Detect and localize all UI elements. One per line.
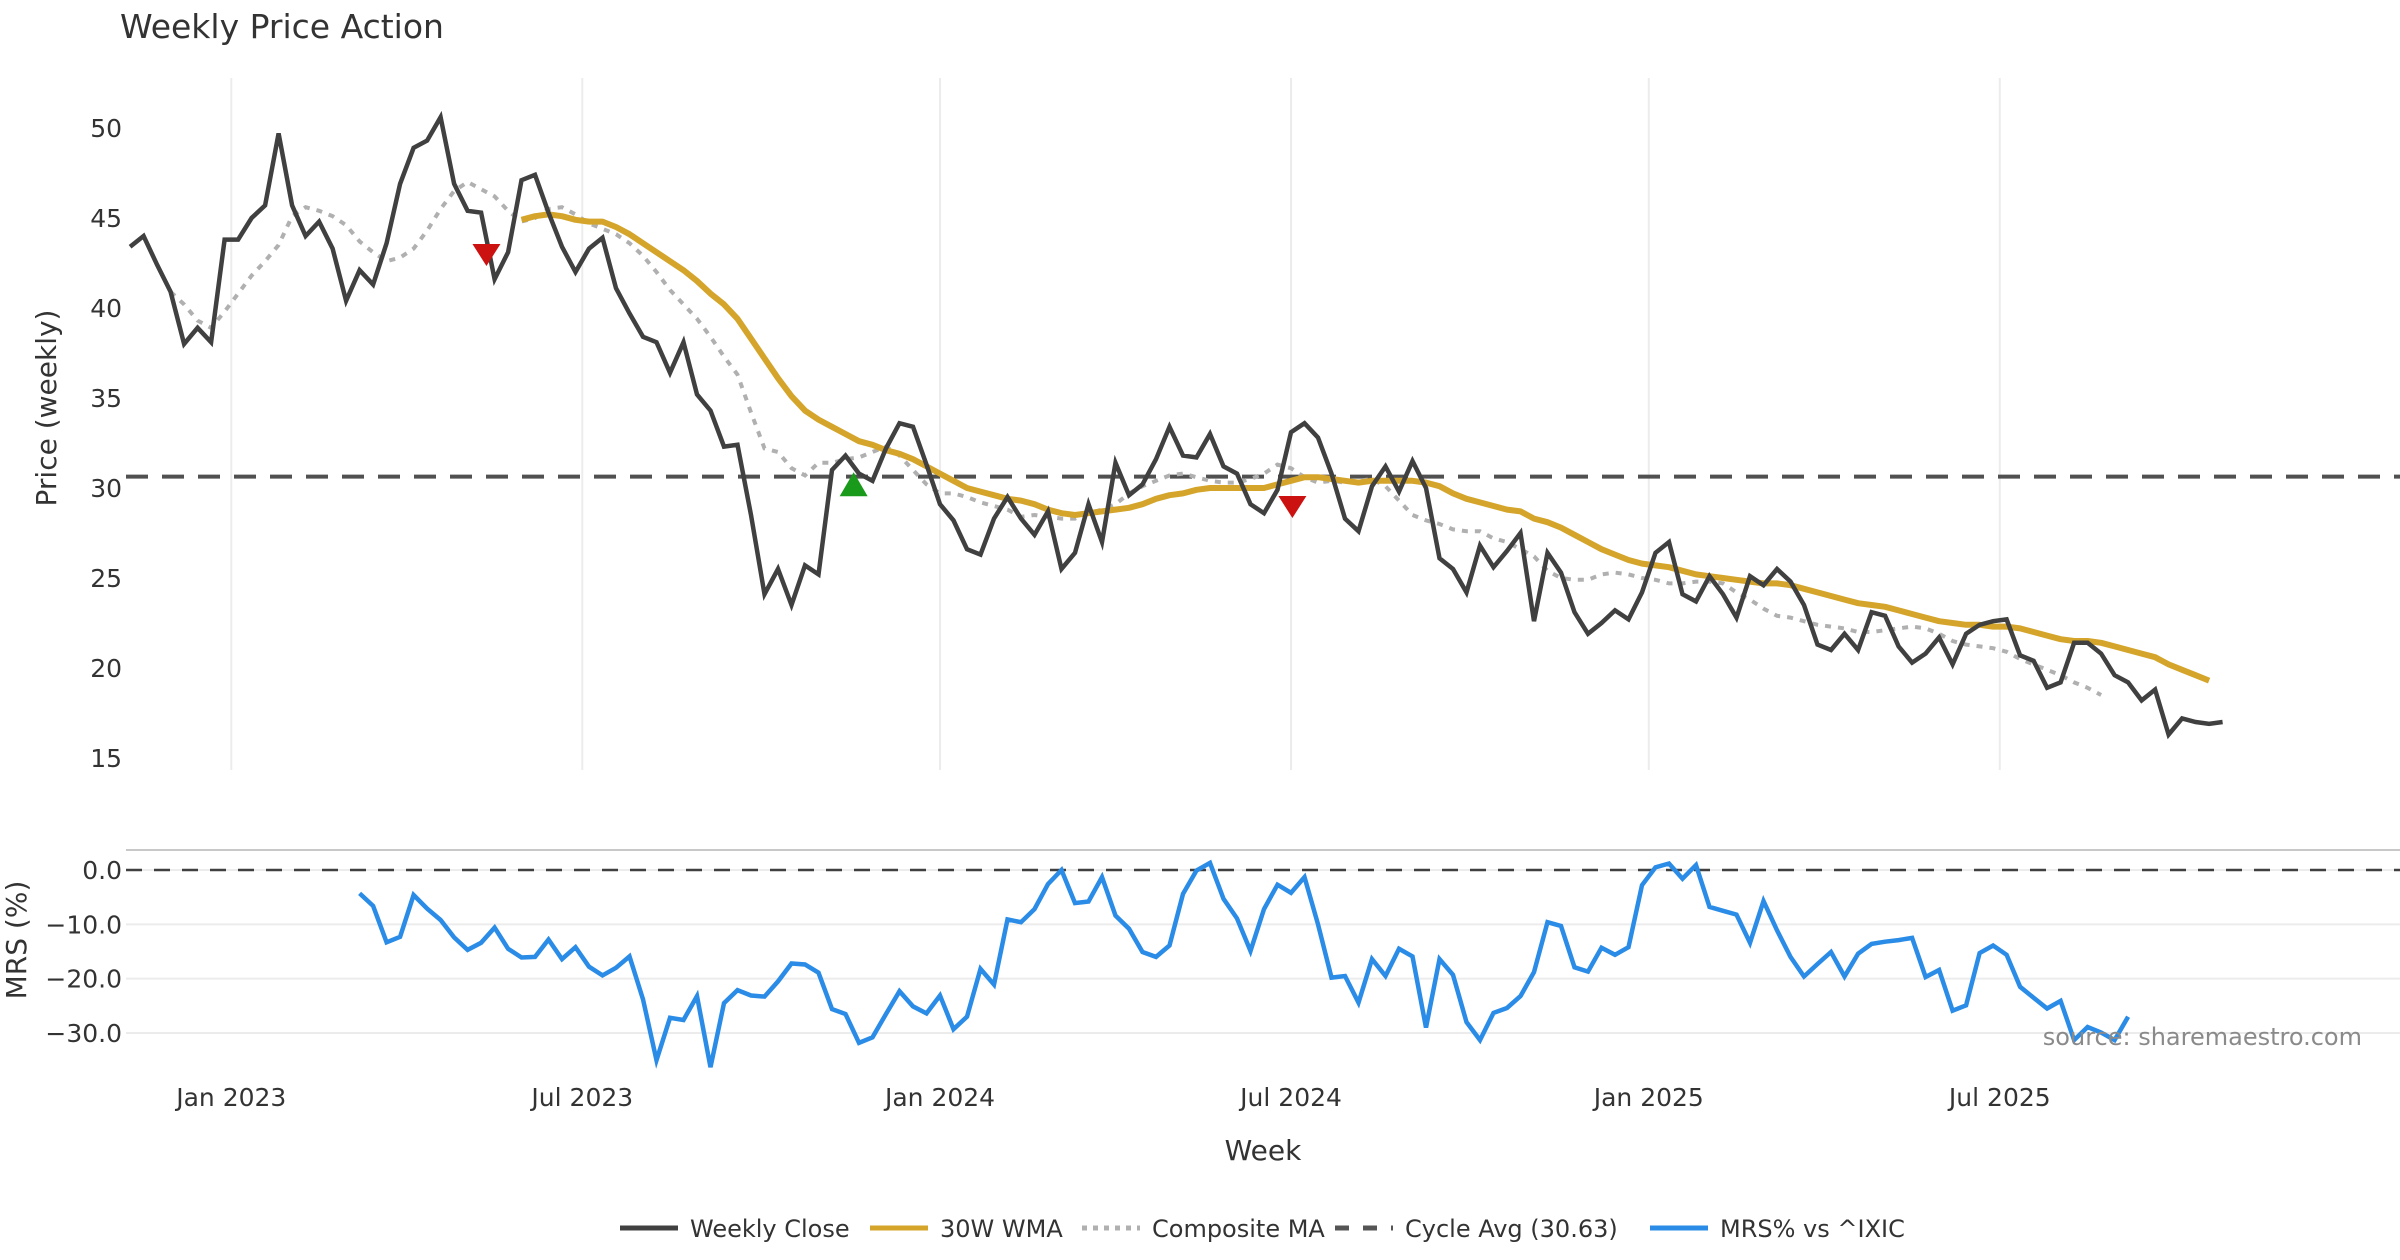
x-axis-ticks: Jan 2023 Jul 2023 Jan 2024 Jul 2024 Jan 2025… (174, 1083, 2050, 1112)
mrs-y-ticks: 0.0 −10.0 −20.0 −30.0 (45, 856, 122, 1048)
legend-label: Cycle Avg (30.63) (1405, 1215, 1618, 1243)
legend-label: MRS% vs ^IXIC (1720, 1215, 1905, 1243)
price-y-ticks: 15 20 25 30 35 40 45 50 (90, 114, 122, 773)
mrs-y-axis-label: MRS (%) (0, 881, 33, 1000)
mrs-y-tick-label: −20.0 (45, 965, 122, 994)
mrs-y-tick-label: −10.0 (45, 910, 122, 939)
wma-30w-line (520, 211, 2211, 684)
price-y-tick-label: 15 (90, 744, 122, 773)
price-y-tick-label: 50 (90, 114, 122, 143)
sell-signal-marker (472, 244, 501, 266)
chart-title: Weekly Price Action (120, 7, 444, 46)
source-note: source: sharemaestro.com (2043, 1023, 2362, 1051)
x-axis-label: Week (1225, 1134, 1302, 1167)
price-y-tick-label: 20 (90, 654, 122, 683)
price-y-tick-label: 25 (90, 564, 122, 593)
price-y-tick-label: 45 (90, 204, 122, 233)
price-y-tick-label: 40 (90, 294, 122, 323)
price-y-axis-label: Price (weekly) (30, 310, 63, 507)
mrs-line (358, 859, 2131, 1069)
x-tick-label: Jan 2024 (883, 1083, 995, 1112)
composite-ma-line (169, 179, 2103, 697)
price-gridlines (230, 78, 2001, 770)
buy-signal-marker (839, 472, 868, 497)
price-y-tick-label: 35 (90, 384, 122, 413)
mrs-gridlines (126, 869, 2400, 1034)
price-y-tick-label: 30 (90, 474, 122, 503)
x-tick-label: Jul 2025 (1947, 1083, 2051, 1112)
mrs-y-tick-label: −30.0 (45, 1019, 122, 1048)
legend-label: 30W WMA (940, 1215, 1063, 1243)
signal-markers (472, 244, 1307, 518)
x-tick-label: Jan 2023 (174, 1083, 286, 1112)
legend: Weekly Close 30W WMA Composite MA Cycle Avg… (620, 1215, 1905, 1243)
legend-label: Composite MA (1152, 1215, 1325, 1243)
legend-label: Weekly Close (690, 1215, 850, 1243)
x-tick-label: Jan 2025 (1592, 1083, 1704, 1112)
x-tick-label: Jul 2024 (1238, 1083, 1342, 1112)
sell-signal-marker (1278, 496, 1307, 518)
x-tick-label: Jul 2023 (529, 1083, 633, 1112)
weekly-close-line (128, 110, 2223, 740)
mrs-y-tick-label: 0.0 (82, 856, 122, 885)
